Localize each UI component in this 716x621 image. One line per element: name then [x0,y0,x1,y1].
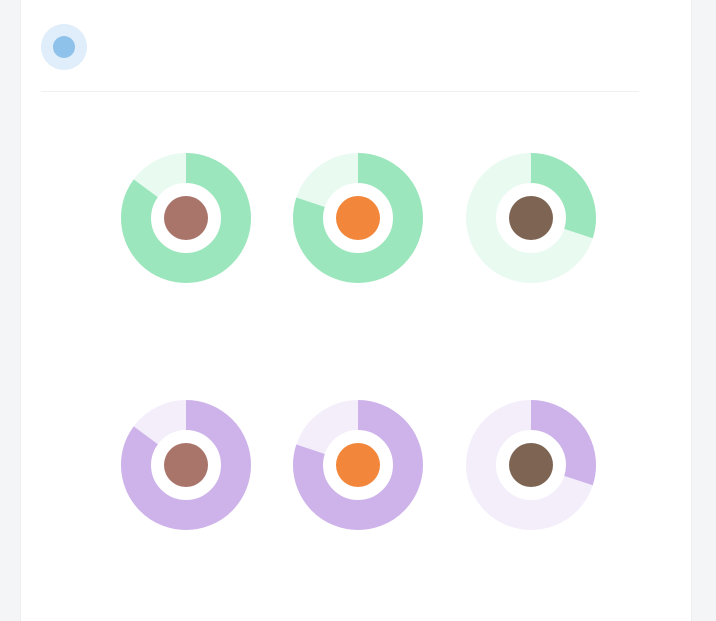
gauge-5-center-dot [336,443,380,487]
gauge-5 [288,395,428,575]
gauge-5-arc [293,400,423,530]
gauge-5-graphic [293,400,423,530]
gauge-4-arc [121,400,251,530]
gauge-4-center-dot [164,443,208,487]
gauge-1-arc [121,153,251,283]
gauge-6-arc [466,400,596,530]
gauge-2-center-dot [336,196,380,240]
gauge-2-arc [293,153,423,283]
gauge-2 [288,148,428,328]
gauge-6-center-dot [509,443,553,487]
gauge-3-graphic [466,153,596,283]
gauge-6 [461,395,601,575]
gauge-1 [116,148,256,328]
gauge-3 [461,148,601,328]
card-panel [20,0,692,621]
chart-icon-inner [53,36,75,58]
gauge-2-graphic [293,153,423,283]
gauge-1-center-dot [164,196,208,240]
card-header [21,0,691,92]
header-divider [41,91,639,92]
gauge-6-graphic [466,400,596,530]
gauge-3-center-dot [509,196,553,240]
chart-icon [41,24,87,70]
gauge-3-arc [466,153,596,283]
gauge-4-graphic [121,400,251,530]
gauge-1-graphic [121,153,251,283]
gauge-4 [116,395,256,575]
